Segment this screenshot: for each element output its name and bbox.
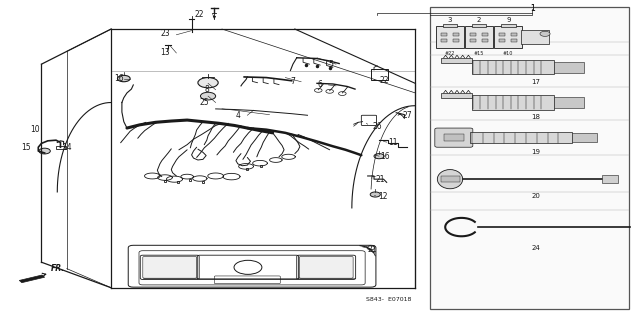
Ellipse shape	[437, 170, 463, 189]
Text: 4: 4	[236, 111, 241, 120]
Text: 3: 3	[448, 17, 452, 23]
Bar	[521, 30, 550, 44]
Text: 8: 8	[205, 85, 209, 94]
Text: 20: 20	[531, 193, 540, 199]
Text: 21: 21	[368, 245, 377, 254]
Circle shape	[117, 75, 130, 82]
Bar	[453, 33, 459, 36]
Bar	[554, 97, 585, 108]
Circle shape	[200, 92, 216, 100]
Text: S843-  E07018: S843- E07018	[366, 297, 412, 302]
Text: 11: 11	[388, 138, 398, 147]
Bar	[453, 39, 459, 42]
Text: 16: 16	[380, 152, 390, 161]
FancyBboxPatch shape	[436, 26, 464, 48]
Bar	[512, 33, 517, 36]
Bar	[56, 146, 66, 149]
Text: #10: #10	[503, 51, 514, 56]
Text: 19: 19	[531, 148, 540, 155]
Text: 21: 21	[376, 175, 385, 184]
Bar	[443, 24, 457, 27]
Text: 10: 10	[30, 125, 40, 134]
Bar	[470, 132, 572, 143]
Text: 22: 22	[195, 10, 204, 19]
FancyBboxPatch shape	[435, 128, 473, 147]
Text: 24: 24	[531, 245, 540, 251]
Circle shape	[198, 77, 218, 88]
Text: 14: 14	[62, 143, 72, 152]
Bar	[472, 95, 554, 109]
Text: 16: 16	[114, 74, 124, 83]
Text: 27: 27	[403, 111, 412, 120]
Bar	[472, 24, 486, 27]
Text: 15: 15	[21, 143, 30, 152]
FancyBboxPatch shape	[143, 256, 197, 278]
Text: 25: 25	[200, 98, 209, 107]
Text: FR.: FR.	[51, 264, 65, 273]
Text: 13: 13	[160, 49, 170, 58]
Text: 9: 9	[506, 17, 510, 23]
Text: 22: 22	[379, 76, 389, 84]
FancyBboxPatch shape	[495, 26, 522, 48]
FancyBboxPatch shape	[465, 26, 493, 48]
Text: 1: 1	[530, 4, 534, 13]
Circle shape	[39, 148, 50, 154]
Text: 2: 2	[477, 17, 481, 23]
Bar	[482, 33, 488, 36]
Bar	[500, 33, 505, 36]
FancyBboxPatch shape	[299, 256, 353, 278]
Text: 6: 6	[317, 80, 322, 89]
Text: #15: #15	[474, 51, 484, 56]
Text: 17: 17	[531, 78, 540, 84]
Bar	[441, 176, 460, 182]
Bar	[501, 24, 515, 27]
Text: 18: 18	[531, 114, 540, 120]
Text: 5: 5	[328, 60, 333, 69]
Bar	[482, 39, 488, 42]
Circle shape	[374, 154, 384, 159]
Bar	[572, 133, 597, 142]
Text: #22: #22	[445, 51, 455, 56]
Bar	[441, 33, 447, 36]
Bar	[444, 134, 464, 141]
Bar	[602, 175, 618, 183]
Circle shape	[540, 31, 550, 36]
Bar	[512, 39, 517, 42]
FancyArrowPatch shape	[213, 16, 216, 19]
Text: 26: 26	[373, 122, 382, 131]
Text: 23: 23	[160, 29, 170, 38]
Polygon shape	[441, 58, 472, 63]
Bar	[472, 60, 554, 74]
Bar	[470, 33, 476, 36]
Text: 7: 7	[290, 77, 295, 86]
Bar	[430, 7, 630, 308]
Circle shape	[370, 192, 380, 197]
Bar	[470, 39, 476, 42]
Bar	[500, 39, 505, 42]
Text: 1: 1	[530, 4, 534, 13]
Bar	[441, 39, 447, 42]
Polygon shape	[19, 275, 44, 283]
Bar	[554, 62, 585, 73]
Polygon shape	[441, 93, 472, 98]
Text: 12: 12	[378, 192, 388, 201]
